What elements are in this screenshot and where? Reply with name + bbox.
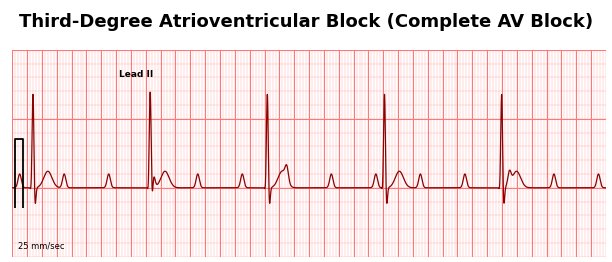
- Text: Lead II: Lead II: [119, 70, 154, 79]
- Text: 25 mm/sec: 25 mm/sec: [18, 242, 65, 250]
- Text: Third-Degree Atrioventricular Block (Complete AV Block): Third-Degree Atrioventricular Block (Com…: [19, 13, 593, 31]
